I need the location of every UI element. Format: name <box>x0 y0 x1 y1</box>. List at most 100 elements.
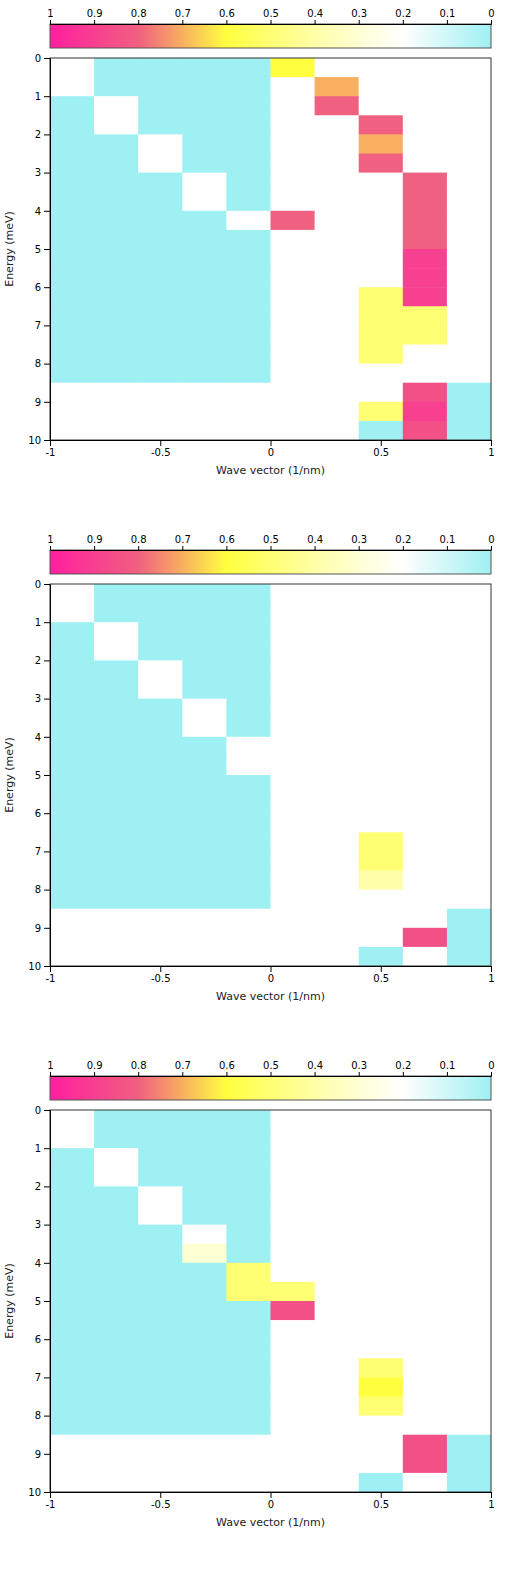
cell <box>315 909 360 929</box>
cell <box>403 77 448 97</box>
cell <box>94 325 139 345</box>
tick-mark <box>44 1301 50 1302</box>
y-axis-title: Energy (meV) <box>3 211 16 287</box>
cell <box>94 1110 139 1130</box>
cell <box>226 249 271 269</box>
cell <box>271 813 316 833</box>
tick: 0.7 <box>175 1060 191 1076</box>
cell <box>50 287 95 307</box>
y-axis: 012345678910 <box>28 53 50 446</box>
cell <box>447 421 491 440</box>
cell <box>94 1148 139 1168</box>
cell <box>138 96 183 116</box>
cell <box>94 58 139 78</box>
cell <box>226 603 271 623</box>
tick-label: 0 <box>35 53 41 64</box>
cell <box>94 1435 139 1455</box>
cell <box>138 1244 183 1264</box>
tick: -0.5 <box>151 966 171 984</box>
cell <box>315 1473 360 1492</box>
cell <box>271 268 316 288</box>
cell <box>94 1244 139 1264</box>
cell <box>94 154 139 174</box>
cell <box>94 1377 139 1397</box>
cell <box>226 680 271 700</box>
cell <box>50 249 95 269</box>
cell <box>138 1435 183 1455</box>
cell <box>271 832 316 852</box>
cell <box>94 699 139 719</box>
cell <box>50 660 95 680</box>
cell <box>271 364 316 384</box>
cell <box>226 383 271 403</box>
cell <box>403 718 448 738</box>
y-axis: 012345678910 <box>28 1105 50 1498</box>
tick-mark <box>491 1492 492 1498</box>
tick-label: 2 <box>35 1181 41 1192</box>
tick-mark <box>44 966 50 967</box>
cell <box>359 154 404 174</box>
cell <box>315 58 360 78</box>
tick-label: 1 <box>35 91 41 102</box>
tick: 0.1 <box>439 534 455 550</box>
tick: 8 <box>35 358 50 369</box>
cell <box>359 1454 404 1474</box>
tick-label: 0.8 <box>131 8 147 19</box>
tick: 5 <box>35 244 50 255</box>
cell <box>403 832 448 852</box>
cell <box>182 1186 227 1206</box>
cell <box>182 813 227 833</box>
cell <box>94 794 139 814</box>
cell <box>271 851 316 871</box>
tick-label: -0.5 <box>151 973 171 984</box>
tick: 10 <box>28 961 50 972</box>
tick-label: 9 <box>35 397 41 408</box>
cell <box>447 268 491 288</box>
cell <box>315 1206 360 1226</box>
cell <box>94 1454 139 1474</box>
cell <box>94 909 139 929</box>
cell <box>359 832 404 852</box>
cell <box>50 1282 95 1302</box>
tick-label: 4 <box>35 1258 41 1269</box>
cell <box>94 680 139 700</box>
tick: -0.5 <box>151 440 171 458</box>
cell <box>138 756 183 776</box>
cell <box>138 58 183 78</box>
tick-mark <box>182 20 183 24</box>
cell <box>447 1397 491 1417</box>
cell <box>226 1148 271 1168</box>
cell <box>226 622 271 642</box>
cell <box>226 211 271 231</box>
tick-label: 0.5 <box>373 973 389 984</box>
tick-mark <box>44 1263 50 1264</box>
cell <box>271 718 316 738</box>
tick: 4 <box>35 1258 50 1269</box>
cell <box>403 603 448 623</box>
cell <box>315 364 360 384</box>
cell <box>226 718 271 738</box>
cell <box>315 211 360 231</box>
cell <box>226 851 271 871</box>
cell <box>315 192 360 212</box>
cell <box>94 345 139 365</box>
cell <box>315 794 360 814</box>
tick: -1 <box>46 440 56 458</box>
tick-mark <box>44 325 50 326</box>
cell <box>226 641 271 661</box>
cell <box>403 890 448 910</box>
cell <box>271 96 316 116</box>
cell <box>94 1339 139 1359</box>
cell <box>359 1110 404 1130</box>
tick: 0.5 <box>373 440 389 458</box>
cell <box>315 173 360 193</box>
tick-mark <box>94 1072 95 1076</box>
cell <box>359 718 404 738</box>
cell <box>271 1397 316 1417</box>
cell <box>50 928 95 948</box>
tick-label: 6 <box>35 282 41 293</box>
cell <box>403 134 448 154</box>
tick: 8 <box>35 1410 50 1421</box>
tick-label: 0.4 <box>307 534 323 545</box>
cells <box>50 58 491 440</box>
